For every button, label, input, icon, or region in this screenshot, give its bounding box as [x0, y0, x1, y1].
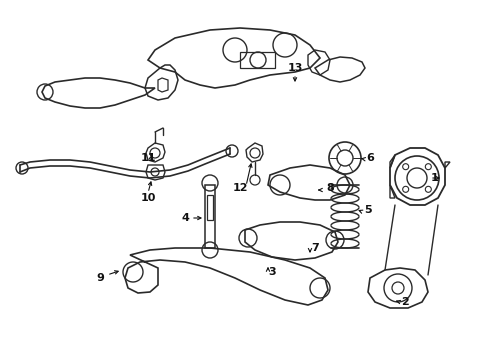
Text: 2: 2	[401, 297, 409, 307]
Text: 11: 11	[140, 153, 156, 163]
Text: 5: 5	[364, 205, 372, 215]
Text: 6: 6	[366, 153, 374, 163]
Text: 8: 8	[326, 183, 334, 193]
Text: 12: 12	[232, 183, 248, 193]
Text: 9: 9	[96, 273, 104, 283]
Text: 7: 7	[311, 243, 319, 253]
Text: 3: 3	[268, 267, 276, 277]
Text: 1: 1	[431, 173, 439, 183]
Text: 13: 13	[287, 63, 303, 73]
Text: 4: 4	[181, 213, 189, 223]
Text: 10: 10	[140, 193, 156, 203]
